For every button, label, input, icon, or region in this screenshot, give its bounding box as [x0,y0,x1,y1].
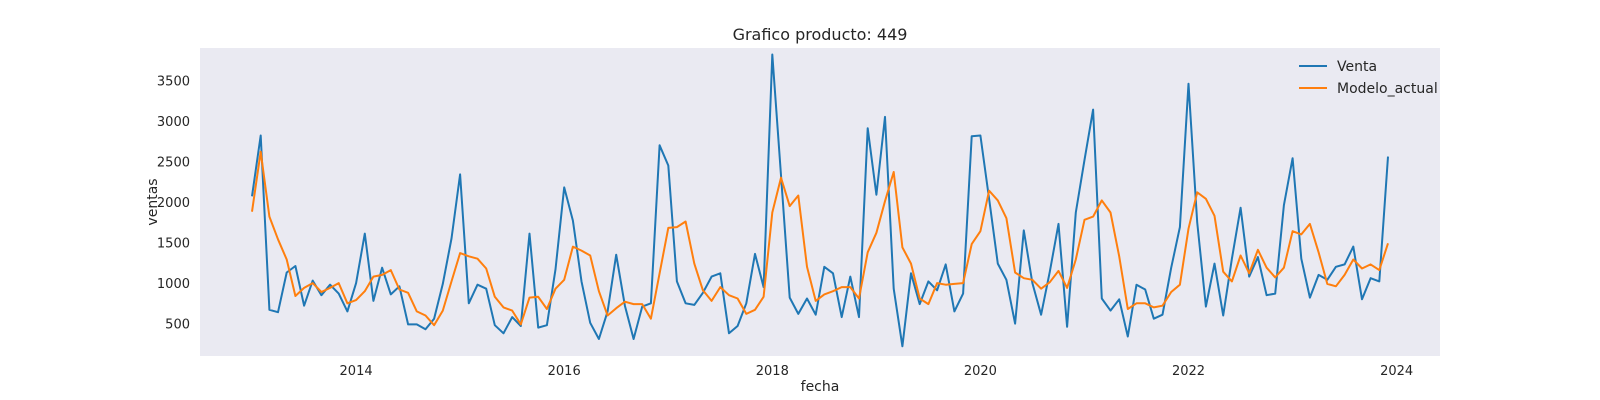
x-tick-label: 2018 [756,364,789,379]
y-tick-label: 2000 [157,196,190,211]
y-axis-ticks: 500 1000 1500 2000 2500 3000 3500 [157,74,190,332]
y-tick-label: 500 [165,318,190,333]
chart-title: Grafico producto: 449 [733,25,908,44]
y-tick-label: 2500 [157,155,190,170]
x-tick-label: 2020 [964,364,997,379]
x-tick-label: 2024 [1380,364,1413,379]
series-line-modelo-actual [251,150,1389,327]
x-axis-ticks: 2014 2016 2018 2020 2022 2024 [340,364,1414,379]
y-tick-label: 1000 [157,277,190,292]
series-layer [251,53,1389,348]
legend: Venta Modelo_actual [1299,59,1438,97]
legend-label-modelo-actual: Modelo_actual [1337,81,1438,97]
legend-label-venta: Venta [1337,59,1377,75]
y-tick-label: 1500 [157,237,190,252]
x-tick-label: 2014 [340,364,373,379]
x-axis-label: fecha [801,379,840,395]
plot-area [200,48,1440,356]
y-axis-label: ventas [145,178,161,225]
x-tick-label: 2016 [548,364,581,379]
series-line-venta [251,53,1389,348]
y-tick-label: 3000 [157,115,190,130]
y-tick-label: 3500 [157,74,190,89]
x-tick-label: 2022 [1172,364,1205,379]
